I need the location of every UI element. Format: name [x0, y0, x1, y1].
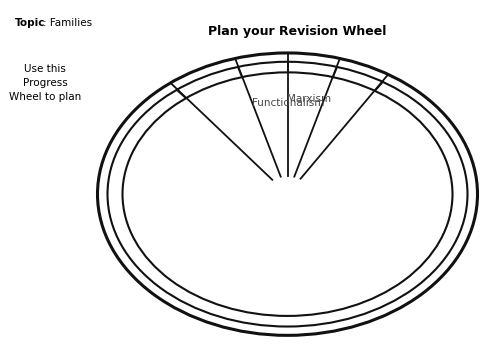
Text: Use this
Progress
Wheel to plan: Use this Progress Wheel to plan	[9, 64, 81, 102]
Text: Plan your Revision Wheel: Plan your Revision Wheel	[208, 25, 386, 38]
Text: Marxism: Marxism	[288, 94, 332, 104]
Text: Functionalism: Functionalism	[252, 98, 324, 108]
Text: : Families: : Families	[43, 18, 92, 28]
Text: Topic: Topic	[15, 18, 46, 28]
